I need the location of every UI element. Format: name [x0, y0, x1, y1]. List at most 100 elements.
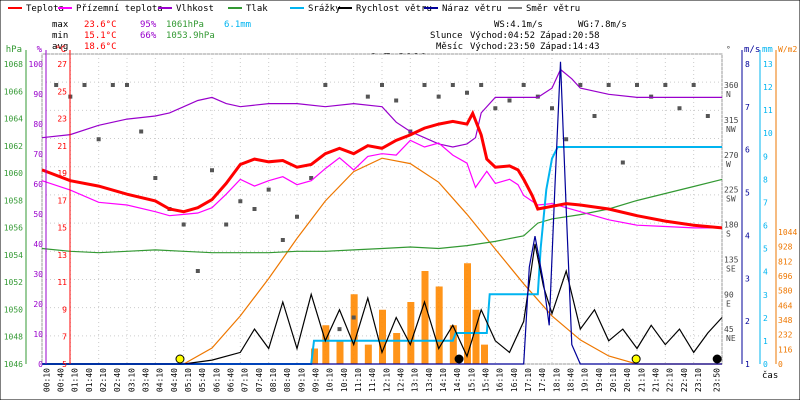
stat-max-press: 1061hPa — [166, 20, 204, 30]
axis-tick-label: 1044 — [778, 228, 797, 237]
axis-tick-label: 1048 — [4, 333, 23, 342]
axis-tick-label: 1064 — [4, 115, 23, 124]
x-tick-label: 23:50 — [713, 368, 722, 392]
axis-tick-label: 7 — [763, 198, 768, 207]
wind-direction-point — [465, 90, 469, 95]
rain-rate-bar — [449, 325, 457, 364]
rain-rate-bar — [421, 271, 429, 364]
axis-tick-label: 40 — [33, 240, 43, 249]
stat-min-press: 1053.9hPa — [166, 31, 215, 41]
axis-tick-label: 5 — [763, 245, 768, 254]
moon-set: Západ:14:43 — [540, 42, 600, 52]
axis-tick-label: 3 — [763, 291, 768, 300]
axis-tick-label: 1 — [763, 337, 768, 346]
x-tick-label: 20:10 — [609, 368, 618, 392]
x-tick-label: 12:40 — [396, 368, 405, 392]
axis-tick-label: 225 — [724, 186, 739, 195]
wind-direction-point — [493, 106, 498, 111]
wind-direction-point — [705, 114, 710, 118]
wind-direction-point — [535, 94, 540, 99]
series-line-vlhkost — [41, 68, 722, 148]
sunrise-marker — [175, 354, 185, 364]
wind-direction-point — [309, 176, 314, 180]
wind-direction-point — [479, 83, 484, 87]
stats-block: max 23.6°C 95% 1061hPa 6.1mm min 15.1°C … — [52, 20, 627, 52]
series-lines — [41, 61, 723, 365]
axis-tick-label: 21 — [57, 142, 67, 151]
legend-label: Náraz větru — [442, 4, 502, 14]
axis-tick-label: 315 — [724, 116, 739, 125]
stat-avg-temp: 18.6°C — [84, 42, 117, 52]
axis-tick-label: 1060 — [4, 169, 23, 178]
axis-tick-label: 23 — [57, 115, 67, 124]
axis-tick-label: 90 — [724, 290, 734, 299]
stat-avg-label: avg — [52, 42, 68, 52]
axis-tick-label: NE — [726, 334, 736, 343]
x-tick-label: 16:10 — [496, 368, 505, 392]
axis-tick-label: 8 — [745, 60, 750, 69]
axis-tick-label: 1050 — [4, 305, 23, 314]
wind-direction-point — [295, 214, 299, 219]
axis-celsius: °C 27 25 23 21 19 17 15 13 11 9 7 5 — [55, 45, 71, 369]
x-tick-label: 04:10 — [156, 368, 165, 392]
x-tick-label: 23:10 — [694, 368, 703, 392]
stat-min-hum: 66% — [140, 31, 157, 41]
axis-tick-label: 0 — [778, 360, 783, 369]
axis-tick-label: 135 — [724, 255, 739, 264]
axis-hpa: hPa 1068 1066 1064 1062 1060 1058 1056 1054 1052 1… — [4, 45, 27, 369]
x-axis-label: čas — [762, 370, 778, 381]
moonset-marker — [454, 354, 464, 364]
wind-direction-point — [635, 83, 639, 87]
axis-tick-label: 70 — [33, 150, 43, 159]
x-tick-label: 14:10 — [439, 368, 448, 392]
axis-tick-label: W — [726, 160, 731, 169]
axis-tick-label: 4 — [745, 231, 750, 240]
wind-direction-point — [663, 83, 668, 87]
axis-tick-label: 9 — [62, 305, 67, 314]
axis-time: 00:10 00:40 01:10 01:40 02:10 02:40 03:10 03:40… — [42, 368, 721, 392]
wind-direction-point — [606, 83, 611, 87]
x-tick-label: 00:40 — [56, 368, 65, 392]
wind-direction-point — [564, 137, 569, 142]
axis-tick-label: E — [726, 299, 731, 308]
axis-tick-label: 232 — [778, 331, 793, 340]
axis-tick-label: 11 — [57, 278, 67, 287]
x-tick-label: 16:40 — [510, 368, 519, 392]
axis-tick-label: 80 — [33, 120, 43, 129]
series-line-tlak — [41, 178, 723, 254]
x-tick-label: 05:10 — [184, 368, 193, 392]
axis-unit: W/m2 — [778, 45, 797, 54]
x-tick-label: 11:10 — [354, 368, 363, 392]
axis-tick-label: 15 — [57, 224, 67, 233]
x-tick-label: 01:10 — [71, 368, 80, 392]
axis-tick-label: 1046 — [4, 360, 23, 369]
wind-direction-point — [380, 83, 384, 87]
x-tick-label: 09:40 — [311, 368, 320, 392]
sun-label: Slunce — [430, 31, 463, 41]
axis-tick-label: 464 — [778, 301, 793, 310]
wind-direction-point — [394, 98, 399, 103]
axis-unit: hPa — [6, 45, 22, 55]
axis-tick-label: 2 — [745, 317, 750, 326]
x-tick-label: 07:40 — [255, 368, 264, 392]
axis-tick-label: 1058 — [4, 196, 23, 205]
series-line-teplota — [41, 109, 723, 230]
wind-direction-point — [238, 199, 243, 204]
rain-rate-bar — [364, 344, 372, 364]
axis-tick-label: 1068 — [4, 60, 23, 69]
axis-tick-label: N — [726, 90, 731, 99]
x-tick-label: 18:40 — [566, 368, 575, 392]
x-tick-label: 03:10 — [127, 368, 136, 392]
axis-tick-label: 1052 — [4, 278, 23, 287]
axis-tick-label: 17 — [57, 196, 67, 205]
axis-tick-label: 270 — [724, 151, 739, 160]
axis-tick-label: 116 — [778, 345, 793, 354]
axis-tick-label: 10 — [33, 330, 43, 339]
stat-ws: WS:4.1m/s — [494, 20, 543, 30]
axis-wm2: W/m2 1044 928 812 696 580 464 348 232 116 0 — [775, 45, 797, 369]
wind-direction-point — [592, 114, 597, 118]
wind-direction-point — [351, 315, 356, 320]
wind-direction-point — [578, 83, 583, 87]
